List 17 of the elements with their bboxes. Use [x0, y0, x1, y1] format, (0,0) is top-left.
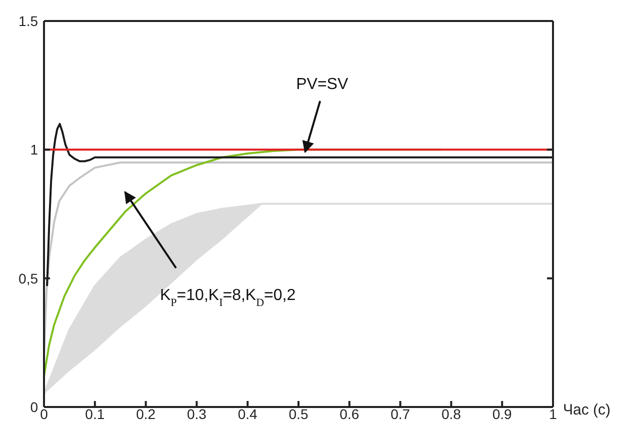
- y-tick-label: 1: [30, 142, 38, 158]
- x-tick-label: 0.5: [288, 406, 308, 422]
- y-tick-label: 0,5: [18, 270, 38, 286]
- x-tick-label: 0.9: [492, 406, 512, 422]
- x-tick-label: 0: [40, 406, 48, 422]
- annotation: K$_{P}$=10,K$_{I}$=8,K$_{D}$=0,2: [160, 287, 296, 309]
- x-tick-label: 0.1: [85, 406, 105, 422]
- x-tick-label: 1: [549, 406, 558, 422]
- y-tick-label: 1.5: [18, 12, 38, 29]
- x-tick-label: 0.6: [340, 406, 360, 422]
- x-tick-label: 0.4: [238, 406, 258, 422]
- x-tick-label: 0.8: [441, 406, 462, 422]
- x-axis-title: Час (с): [563, 401, 610, 418]
- annotation: PV=SV: [296, 76, 348, 93]
- x-tick-label: 0.7: [390, 406, 410, 422]
- x-tick-label: 0.3: [186, 406, 207, 422]
- x-tick-label: 0.2: [136, 406, 156, 422]
